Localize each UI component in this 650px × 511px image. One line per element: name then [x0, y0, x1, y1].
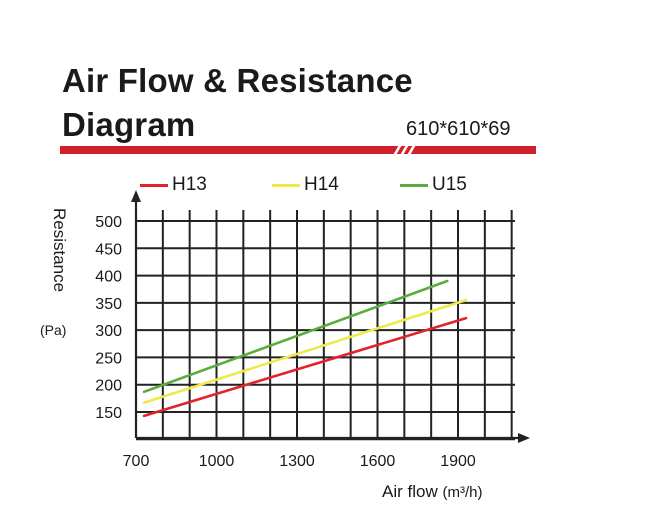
x-tick-label: 1600: [360, 453, 396, 470]
y-tick-label: 300: [95, 323, 122, 340]
y-axis-label: Resistance: [50, 208, 69, 293]
x-axis-arrow: [518, 433, 530, 443]
y-tick-label: 250: [95, 350, 122, 367]
x-tick-label: 1900: [440, 453, 476, 470]
legend-label-h14: H14: [304, 174, 339, 195]
series-line-h14: [142, 298, 468, 405]
y-axis-unit: (Pa): [40, 322, 67, 338]
legend-label-u15: U15: [432, 174, 467, 195]
chart-title-line1: Air Flow & Resistance: [62, 62, 413, 99]
x-axis-label-text: Air flow: [382, 482, 438, 501]
y-tick-label: 400: [95, 269, 122, 286]
legend-swatch-u15: [400, 183, 428, 187]
y-tick-label: 450: [95, 241, 122, 258]
y-tick-label: 500: [95, 214, 122, 231]
y-axis-arrow: [131, 190, 141, 202]
x-tick-label: 700: [123, 453, 150, 470]
series-line-u15: [142, 279, 449, 394]
legend-item-h13: H13: [140, 174, 207, 196]
x-tick-label: 1000: [199, 453, 235, 470]
x-tick-label: 1300: [279, 453, 315, 470]
legend-swatch-h13: [140, 183, 168, 187]
title-underline-bar: [60, 145, 536, 155]
y-tick-label: 200: [95, 378, 122, 395]
legend-item-u15: U15: [400, 174, 467, 196]
y-tick-label: 350: [95, 296, 122, 313]
x-axis-unit: (m³/h): [442, 484, 483, 501]
size-label: 610*610*69: [406, 118, 511, 140]
x-axis-label: Air flow (m³/h): [382, 482, 482, 502]
legend-swatch-h14: [272, 183, 300, 187]
legend-label-h13: H13: [172, 174, 207, 195]
chart-title-line2: Diagram: [62, 106, 196, 143]
legend-item-h14: H14: [272, 174, 339, 196]
y-tick-label: 150: [95, 405, 122, 422]
series-line-h13: [142, 316, 468, 418]
